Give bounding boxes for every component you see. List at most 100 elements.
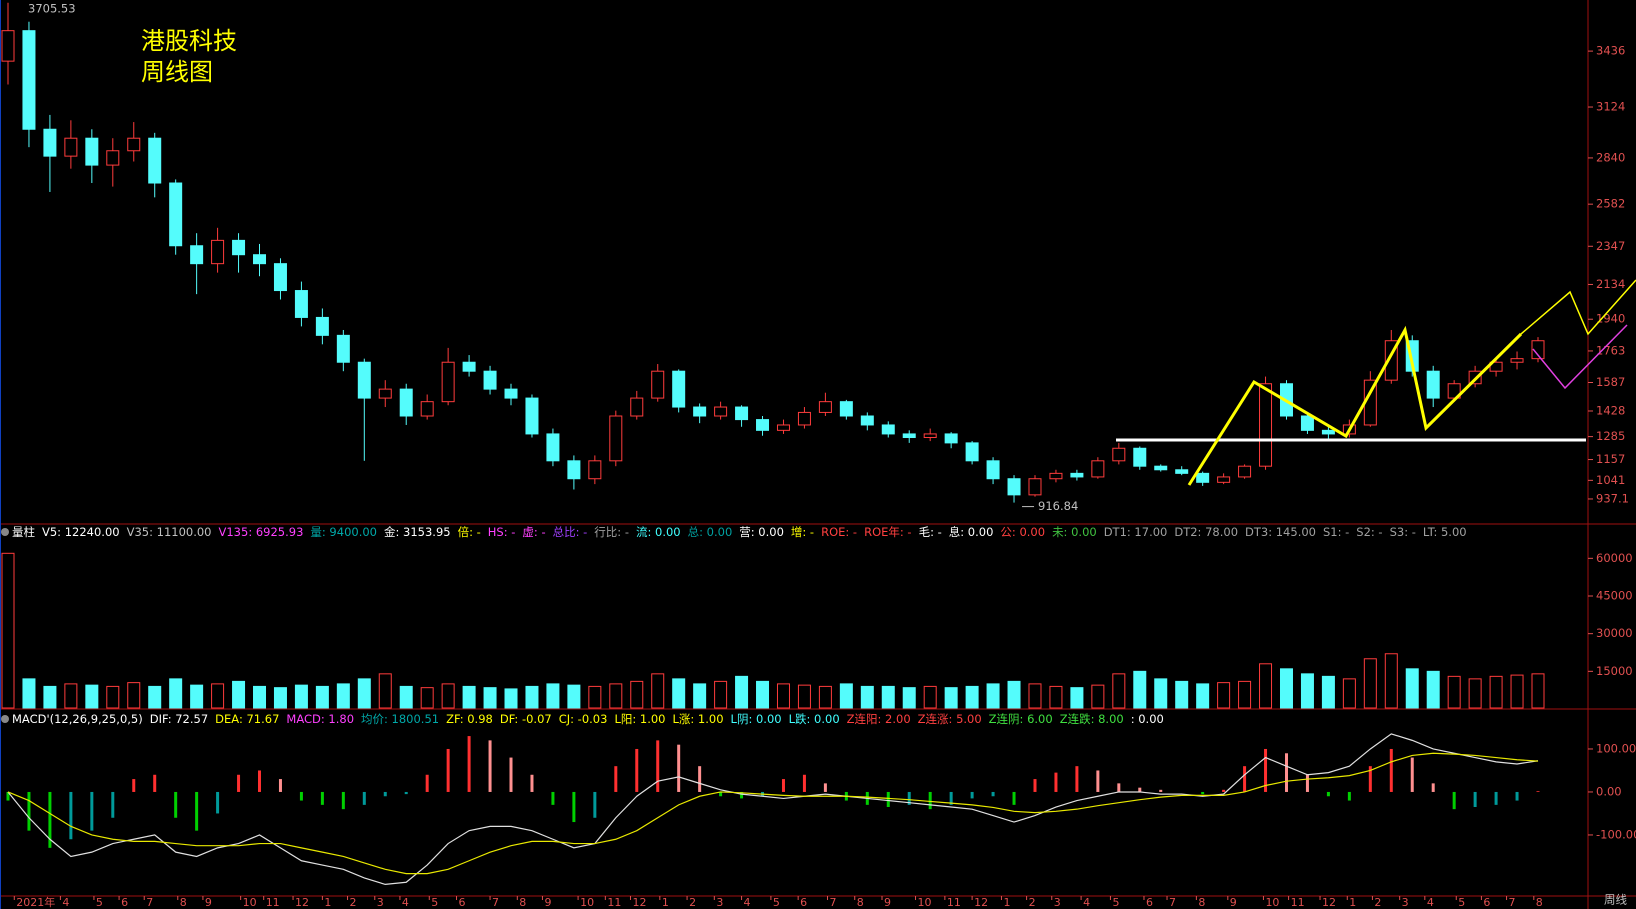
candle-body (1321, 429, 1335, 435)
candle-body (85, 137, 99, 166)
volume-bar (525, 685, 539, 709)
projection-line-alt (1532, 324, 1628, 390)
candle-body (588, 460, 602, 480)
volume-bar (902, 687, 916, 709)
header-item: 行比: - (594, 525, 629, 539)
candle-body (22, 30, 36, 130)
candle-body (1426, 370, 1440, 399)
candle-body (483, 370, 497, 390)
candle-body (860, 415, 874, 426)
volume-bar (630, 680, 644, 709)
volume-bar (1112, 673, 1126, 709)
candle-body (944, 433, 958, 444)
volume-bar (399, 685, 413, 709)
y-tick-label: 60000 (1596, 551, 1633, 565)
header-item: L阳: 1.00 (614, 712, 665, 726)
candle-body (1049, 472, 1063, 480)
volume-bar (1175, 680, 1189, 709)
volume-bar (211, 683, 225, 709)
volume-bar (1300, 673, 1314, 709)
max-price-label: 3705.53 (28, 1, 76, 15)
volume-bar (1028, 683, 1042, 709)
header-item: 均价: 1800.51 (361, 712, 439, 726)
candle-body (211, 239, 225, 265)
candle-body (127, 137, 141, 152)
x-tick-label: 8 (180, 896, 187, 909)
y-tick-label: 1940 (1596, 312, 1625, 326)
volume-bar (1217, 682, 1231, 709)
y-tick-label: 2582 (1596, 197, 1625, 211)
x-tick-label: 11 (1291, 896, 1305, 909)
volume-bar (1091, 684, 1105, 709)
volume-bar (420, 687, 434, 709)
x-tick-label: 2 (350, 896, 357, 909)
candle-body (1112, 447, 1126, 462)
volume-bar (357, 678, 371, 709)
volume-bar (1342, 678, 1356, 709)
user-drawings (1022, 279, 1636, 508)
projection-line (1520, 279, 1636, 336)
volume-bar (1049, 685, 1063, 709)
candle-body (735, 406, 749, 421)
candle-body (923, 433, 937, 439)
header-item: 量柱 (12, 525, 35, 539)
volume-bar (546, 683, 560, 709)
x-tick-label: 6 (800, 896, 807, 909)
header-item: 未: 0.00 (1052, 525, 1097, 539)
panel-header: 量柱 V5: 12240.00 V35: 11100.00 V135: 6925.93… (12, 525, 1467, 539)
header-item: DT1: 17.00 (1104, 525, 1168, 539)
volume-bar (169, 678, 183, 709)
header-item: 量: 9400.00 (310, 525, 377, 539)
x-tick-label: 4 (62, 896, 69, 909)
header-item: Z连阳: 2.00 (847, 712, 911, 726)
y-tick-label: 15000 (1596, 664, 1633, 678)
header-item: S2: - (1356, 525, 1382, 539)
x-tick-label: 4 (1083, 896, 1090, 909)
volume-bar (923, 685, 937, 709)
header-item: S3: - (1390, 525, 1416, 539)
candle-body (672, 370, 686, 408)
volume-bar (797, 684, 811, 709)
volume-bar (64, 683, 78, 709)
x-tick-label: 5 (1458, 896, 1465, 909)
panel-icon (1, 715, 9, 723)
y-tick-label: 1285 (1596, 429, 1625, 443)
x-tick-label: 8 (519, 896, 526, 909)
x-tick-label: 10 (243, 896, 257, 909)
x-tick-label: 9 (884, 896, 891, 909)
x-tick-label: 8 (1198, 896, 1205, 909)
header-item: V35: 11100.00 (127, 525, 212, 539)
header-item: Z连阴: 6.00 (989, 712, 1053, 726)
volume-bar (881, 685, 895, 709)
volume-bar (232, 680, 246, 709)
y-tick-label: 100.00 (1596, 741, 1636, 755)
x-tick-label: 10 (918, 896, 932, 909)
header-item: 倍: - (458, 525, 481, 539)
candle-body (1133, 447, 1147, 467)
candle-body (1238, 465, 1252, 478)
x-tick-label: 2 (689, 896, 696, 909)
header-item: ZF: 0.98 (446, 712, 493, 726)
header-item: HS: - (488, 525, 516, 539)
trend-zigzag (1187, 325, 1523, 486)
candle-body (462, 361, 476, 372)
candle-body (965, 442, 979, 462)
candle-body (1154, 465, 1168, 471)
header-item: V135: 6925.93 (219, 525, 304, 539)
candle-body (714, 406, 728, 417)
y-tick-label: 3124 (1596, 100, 1625, 114)
volume-bar (776, 683, 790, 709)
candle-body (1531, 340, 1545, 360)
candle-body (1510, 358, 1524, 363)
macd-line (7, 752, 1539, 875)
panel-header: MACD'(12,26,9,25,0,5) DIF: 72.57 DEA: 71.6… (12, 712, 1164, 726)
volume-bar (483, 687, 497, 709)
volume-bar (1259, 663, 1273, 709)
candle-body (651, 370, 665, 399)
x-tick-label: 5 (431, 896, 438, 909)
volume-bar (148, 685, 162, 709)
header-item: 虚: - (522, 525, 545, 539)
x-tick-label: 4 (402, 896, 409, 909)
volume-bar (1363, 658, 1377, 709)
volume-bar (693, 683, 707, 709)
